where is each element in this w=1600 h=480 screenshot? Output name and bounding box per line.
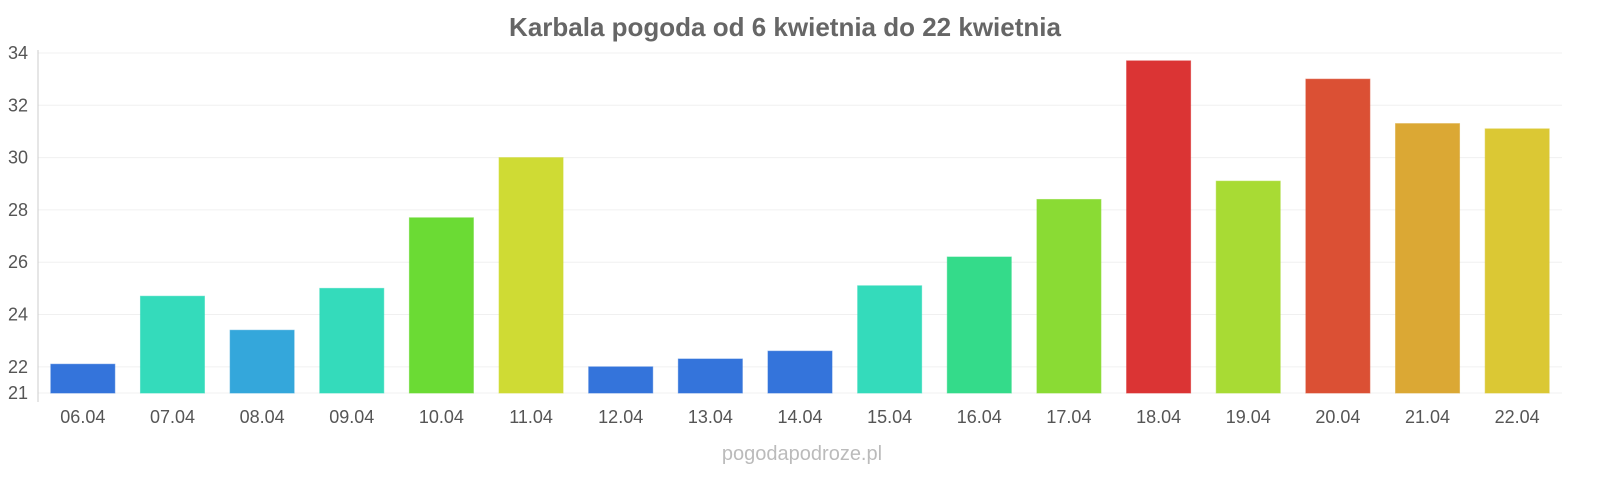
- x-tick-label: 14.04: [777, 407, 822, 427]
- bar-14.04: [767, 350, 833, 394]
- bar-15.04: [857, 285, 923, 394]
- x-tick-label: 21.04: [1405, 407, 1450, 427]
- watermark: pogodapodroze.pl: [722, 443, 882, 465]
- x-tick-label: 20.04: [1315, 407, 1360, 427]
- y-tick-label: 24: [8, 305, 28, 325]
- bar-11.04: [498, 157, 564, 394]
- x-tick-label: 06.04: [60, 407, 105, 427]
- x-tick-label: 13.04: [688, 407, 733, 427]
- bar-06.04: [50, 363, 116, 394]
- bars: [50, 60, 1550, 394]
- y-tick-label: 22: [8, 357, 28, 377]
- bar-13.04: [677, 358, 743, 394]
- y-tick-label: 32: [8, 95, 28, 115]
- bar-21.04: [1395, 123, 1461, 394]
- bar-09.04: [319, 287, 385, 394]
- x-axis: 06.04 07.04 08.04 09.04 10.04 11.04 12.04 13.04…: [60, 407, 1539, 427]
- bar-12.04: [588, 366, 654, 394]
- y-tick-label: 34: [8, 43, 28, 63]
- x-tick-label: 07.04: [150, 407, 195, 427]
- y-tick-label: 28: [8, 200, 28, 220]
- x-tick-label: 10.04: [419, 407, 464, 427]
- bar-22.04: [1484, 128, 1550, 394]
- x-tick-label: 15.04: [867, 407, 912, 427]
- bar-10.04: [408, 217, 474, 394]
- y-tick-label: 21: [8, 383, 28, 403]
- y-tick-label: 26: [8, 252, 28, 272]
- bar-17.04: [1036, 198, 1102, 394]
- x-tick-label: 22.04: [1495, 407, 1540, 427]
- bar-18.04: [1126, 60, 1192, 394]
- x-tick-label: 17.04: [1046, 407, 1091, 427]
- bar-19.04: [1215, 180, 1281, 394]
- x-tick-label: 16.04: [957, 407, 1002, 427]
- x-tick-label: 18.04: [1136, 407, 1181, 427]
- chart-title: Karbala pogoda od 6 kwietnia do 22 kwiet…: [509, 12, 1061, 42]
- x-tick-label: 12.04: [598, 407, 643, 427]
- x-tick-label: 09.04: [329, 407, 374, 427]
- y-axis: 21 22 24 26 28 30 32 34: [8, 43, 28, 403]
- bar-07.04: [139, 295, 205, 394]
- x-tick-label: 19.04: [1226, 407, 1271, 427]
- x-tick-label: 08.04: [240, 407, 285, 427]
- y-tick-label: 30: [8, 148, 28, 168]
- bar-16.04: [946, 256, 1012, 394]
- bar-08.04: [229, 329, 295, 394]
- x-tick-label: 11.04: [509, 407, 553, 427]
- bar-20.04: [1305, 78, 1371, 394]
